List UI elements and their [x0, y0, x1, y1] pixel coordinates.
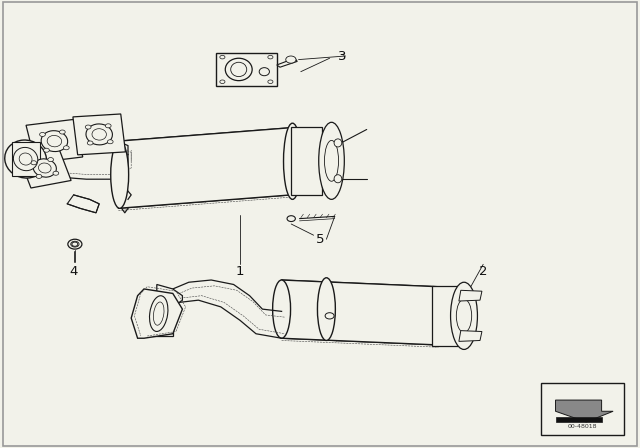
Ellipse shape [31, 161, 36, 165]
Ellipse shape [36, 174, 42, 178]
Ellipse shape [324, 140, 339, 181]
Ellipse shape [451, 282, 477, 349]
Ellipse shape [92, 129, 106, 140]
Polygon shape [282, 280, 438, 345]
Ellipse shape [334, 139, 342, 147]
Ellipse shape [71, 241, 79, 247]
Text: 00-48018: 00-48018 [568, 424, 597, 429]
Ellipse shape [111, 141, 129, 208]
Ellipse shape [60, 130, 65, 134]
Ellipse shape [19, 153, 32, 165]
Polygon shape [26, 120, 83, 163]
Polygon shape [157, 284, 182, 316]
Ellipse shape [456, 299, 472, 332]
Polygon shape [459, 290, 482, 301]
Ellipse shape [273, 280, 291, 338]
Ellipse shape [72, 242, 78, 246]
Ellipse shape [85, 125, 91, 129]
Ellipse shape [317, 278, 335, 340]
Bar [541, 383, 624, 435]
Text: 4: 4 [69, 264, 78, 278]
Ellipse shape [285, 56, 296, 63]
Ellipse shape [334, 175, 342, 183]
Ellipse shape [13, 147, 38, 171]
Text: 2: 2 [479, 264, 488, 278]
Ellipse shape [72, 242, 77, 246]
Bar [216, 53, 276, 86]
Ellipse shape [33, 159, 56, 177]
Bar [432, 286, 458, 346]
Ellipse shape [44, 148, 49, 152]
Ellipse shape [259, 68, 269, 76]
Polygon shape [459, 331, 482, 341]
Ellipse shape [287, 216, 296, 222]
Ellipse shape [38, 163, 51, 173]
Ellipse shape [40, 133, 45, 137]
Polygon shape [12, 142, 40, 176]
Ellipse shape [72, 242, 77, 246]
Polygon shape [67, 195, 99, 213]
Ellipse shape [53, 171, 59, 175]
Ellipse shape [220, 56, 225, 59]
Ellipse shape [231, 62, 247, 77]
Ellipse shape [319, 122, 344, 199]
Ellipse shape [268, 56, 273, 59]
Text: 5: 5 [316, 233, 324, 246]
Polygon shape [277, 58, 298, 67]
Ellipse shape [86, 124, 113, 145]
Ellipse shape [325, 313, 334, 319]
Ellipse shape [4, 140, 47, 178]
Text: 1: 1 [236, 264, 244, 278]
Ellipse shape [68, 239, 82, 249]
Ellipse shape [87, 141, 93, 145]
Ellipse shape [48, 158, 54, 162]
Polygon shape [131, 289, 182, 338]
Polygon shape [118, 128, 291, 208]
Ellipse shape [108, 140, 113, 144]
Polygon shape [73, 114, 125, 155]
Polygon shape [556, 400, 613, 422]
Ellipse shape [225, 58, 252, 81]
Ellipse shape [154, 302, 164, 325]
Ellipse shape [268, 80, 273, 83]
Ellipse shape [47, 135, 61, 147]
Ellipse shape [220, 80, 225, 83]
Bar [291, 127, 322, 195]
Text: 3: 3 [338, 49, 347, 63]
Ellipse shape [150, 296, 168, 332]
Ellipse shape [63, 146, 69, 150]
Ellipse shape [41, 131, 68, 151]
Polygon shape [19, 148, 71, 188]
Bar [556, 417, 602, 422]
Ellipse shape [284, 123, 301, 199]
Ellipse shape [106, 124, 111, 128]
Polygon shape [138, 325, 173, 336]
